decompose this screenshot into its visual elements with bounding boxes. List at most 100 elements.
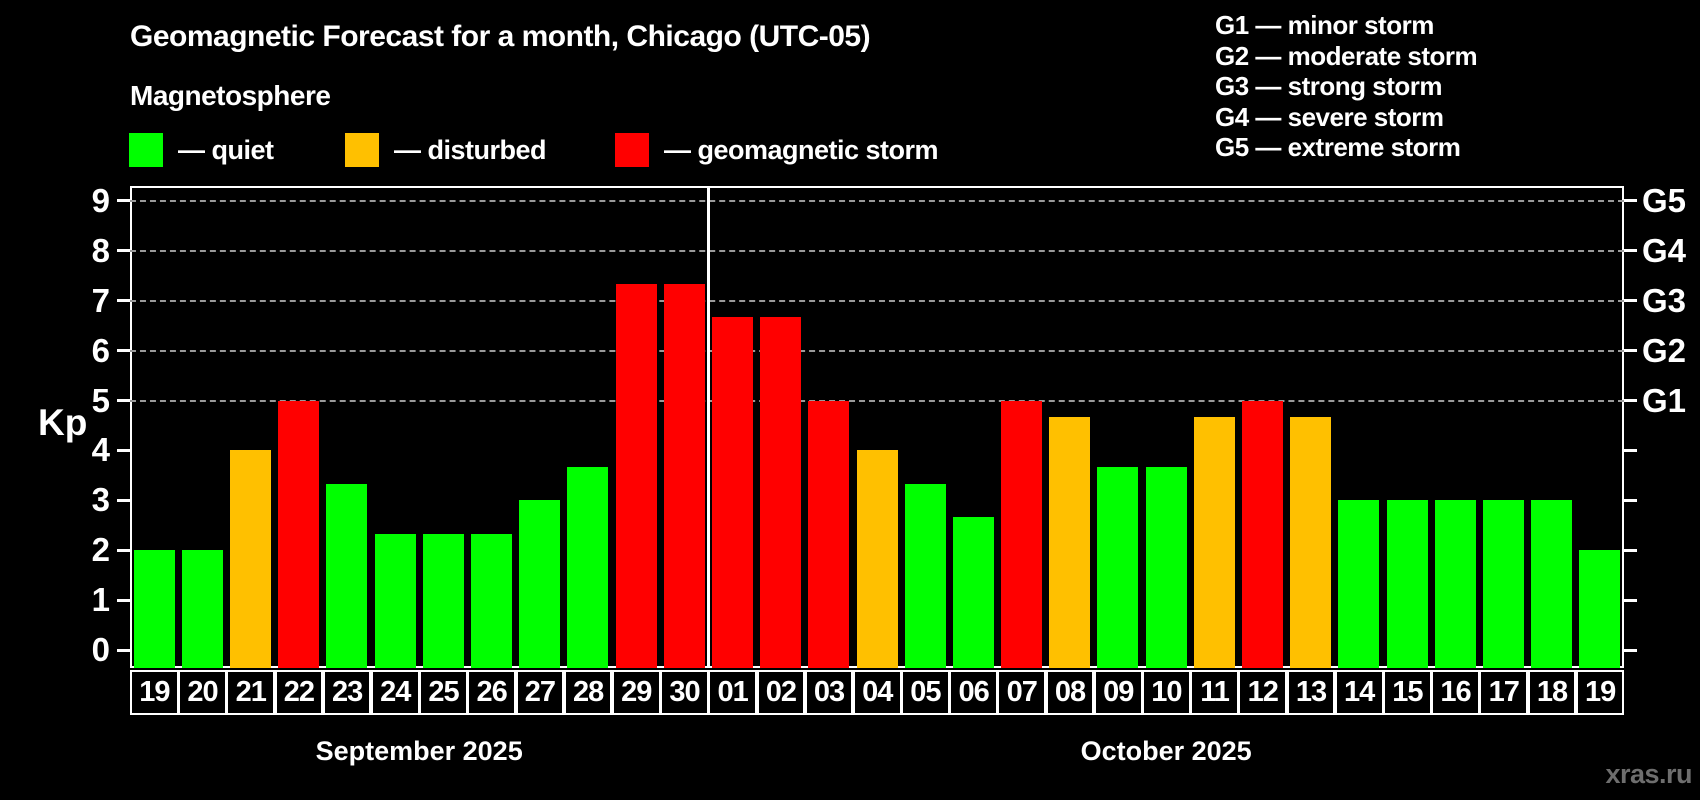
legend-item-label: — geomagnetic storm	[664, 134, 939, 165]
kp-bar	[278, 400, 320, 668]
day-label: 12	[1238, 670, 1288, 715]
month-label: September 2025	[315, 736, 523, 766]
kp-bar	[519, 500, 561, 668]
y-axis-tick	[117, 498, 130, 502]
kp-bar	[663, 284, 705, 668]
disturbed-color-swatch	[345, 133, 379, 167]
kp-bar	[133, 550, 175, 668]
legend-item-quiet: — quiet	[129, 133, 274, 167]
kp-bar	[181, 550, 223, 668]
y-tick-label: 9	[91, 181, 110, 219]
right-axis-tick	[1624, 448, 1637, 452]
quiet-color-swatch	[129, 133, 163, 167]
legend-item-label: — quiet	[178, 134, 274, 165]
right-axis-tick	[1624, 648, 1637, 652]
y-axis-tick	[117, 548, 130, 552]
kp-bar	[1434, 500, 1476, 668]
magnetosphere-label: Magnetosphere	[130, 80, 331, 111]
day-label: 17	[1479, 670, 1529, 715]
kp-bar	[1531, 500, 1573, 668]
day-label: 22	[274, 670, 324, 715]
day-label: 07	[997, 670, 1047, 715]
storm-scale-legend: G1 — minor storm G2 — moderate storm G3 — …	[1215, 10, 1478, 163]
y-tick-label: 8	[91, 231, 110, 269]
kp-bar	[1097, 466, 1139, 668]
y-tick-label: 4	[91, 431, 110, 469]
gridline-kp-9	[130, 199, 1624, 202]
right-axis-tick	[1624, 249, 1637, 253]
right-axis-tick	[1624, 498, 1637, 502]
y-axis-tick	[117, 648, 130, 652]
y-tick-label: 1	[91, 581, 110, 619]
day-label: 02	[756, 670, 806, 715]
storm-scale-legend-line: G2 — moderate storm	[1215, 40, 1478, 71]
day-label: 06	[949, 670, 998, 715]
day-label: 29	[611, 670, 661, 715]
kp-bar	[1386, 500, 1428, 668]
legend-item-storm: — geomagnetic storm	[615, 133, 939, 167]
y-tick-label: 7	[91, 281, 110, 319]
day-label: 24	[370, 670, 420, 715]
kp-bar	[1483, 500, 1525, 668]
right-axis-tick	[1624, 299, 1637, 303]
kp-bar	[1290, 417, 1332, 668]
y-axis-tick	[117, 299, 130, 303]
right-axis-tick	[1624, 349, 1637, 353]
right-axis-tick	[1624, 548, 1637, 552]
storm-color-swatch	[615, 133, 649, 167]
right-axis-label-g1: G1	[1642, 381, 1687, 419]
gridline-kp-8	[130, 249, 1624, 252]
y-tick-label: 2	[91, 531, 110, 569]
legend-item-label: — disturbed	[394, 134, 547, 165]
day-label: 23	[322, 670, 372, 715]
kp-bar	[856, 450, 898, 668]
kp-bar	[374, 533, 416, 668]
kp-bar	[615, 284, 657, 668]
day-label: 25	[419, 670, 468, 715]
right-axis-label-g3: G3	[1642, 281, 1687, 319]
y-tick-label: 5	[91, 381, 110, 419]
day-label: 19	[130, 670, 179, 715]
day-label: 27	[515, 670, 565, 715]
kp-bar	[422, 533, 464, 668]
right-axis-tick	[1624, 199, 1637, 203]
storm-scale-legend-line: G4 — severe storm	[1215, 101, 1444, 132]
y-axis-title: Kp	[38, 401, 88, 443]
kp-bar	[567, 466, 609, 668]
kp-bar	[229, 450, 271, 668]
kp-bar	[1242, 400, 1284, 668]
y-axis-tick	[117, 399, 130, 403]
day-label: 19	[1575, 670, 1625, 715]
y-axis-tick	[117, 598, 130, 602]
kp-bar	[326, 483, 368, 668]
day-label: 08	[1045, 670, 1095, 715]
right-axis-tick	[1624, 598, 1637, 602]
day-label: 20	[178, 670, 227, 715]
plot-area	[130, 186, 1624, 668]
storm-scale-legend-line: G3 — strong storm	[1215, 71, 1442, 101]
right-axis-label-g2: G2	[1642, 331, 1687, 369]
storm-scale-legend-line: G1 — minor storm	[1215, 10, 1434, 40]
right-axis-label-g5: G5	[1642, 181, 1687, 219]
day-label: 09	[1093, 670, 1143, 715]
y-axis-tick	[117, 199, 130, 203]
day-label: 14	[1334, 670, 1384, 715]
kp-bar	[952, 516, 994, 668]
y-tick-label: 0	[91, 631, 110, 669]
kp-bar	[470, 533, 512, 668]
day-label: 28	[563, 670, 613, 715]
y-tick-label: 3	[91, 481, 110, 519]
y-axis-tick	[117, 349, 130, 353]
day-label: 05	[901, 670, 950, 715]
y-axis-tick	[117, 249, 130, 253]
month-separator-line	[706, 186, 710, 668]
kp-bar	[760, 317, 802, 668]
y-axis-tick	[117, 448, 130, 452]
legend-item-disturbed: — disturbed	[345, 133, 547, 167]
right-axis-tick	[1624, 399, 1637, 403]
day-label: 16	[1431, 670, 1480, 715]
gridline-kp-6	[130, 349, 1624, 352]
day-label: 11	[1190, 670, 1239, 715]
day-label: 13	[1286, 670, 1336, 715]
